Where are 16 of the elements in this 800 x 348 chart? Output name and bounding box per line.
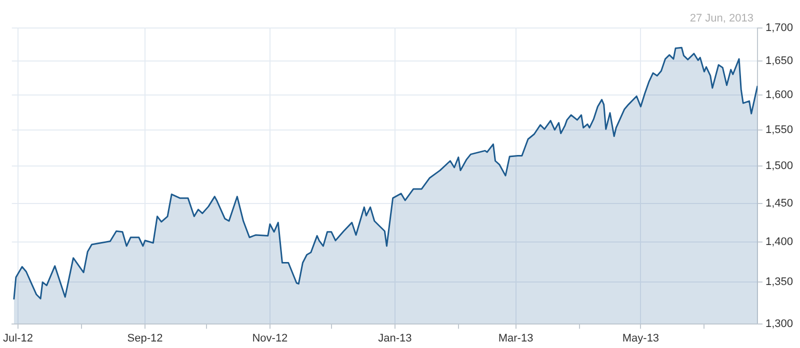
y-tick-label: 1,650 [765, 54, 794, 67]
x-tick-label: Jul-12 [3, 332, 33, 344]
y-tick-label: 1,400 [765, 236, 794, 248]
y-tick-label: 1,500 [765, 160, 794, 172]
x-tick-label: Mar-13 [498, 332, 534, 344]
y-tick-label: 1,600 [765, 88, 794, 101]
text: 27 Jun, 2013 [690, 12, 754, 25]
y-tick-label: 1,450 [765, 197, 794, 210]
y-tick-label: 1,700 [765, 22, 794, 34]
x-tick-label: May-13 [622, 332, 660, 344]
x-tick-label: Jan-13 [378, 332, 412, 344]
x-tick-label: Sep-12 [127, 332, 163, 344]
y-tick-label: 1,300 [765, 318, 794, 330]
y-tick-label: 1,550 [765, 124, 794, 136]
x-tick-label: Nov-12 [252, 332, 288, 344]
y-tick-label: 1,350 [765, 276, 794, 288]
